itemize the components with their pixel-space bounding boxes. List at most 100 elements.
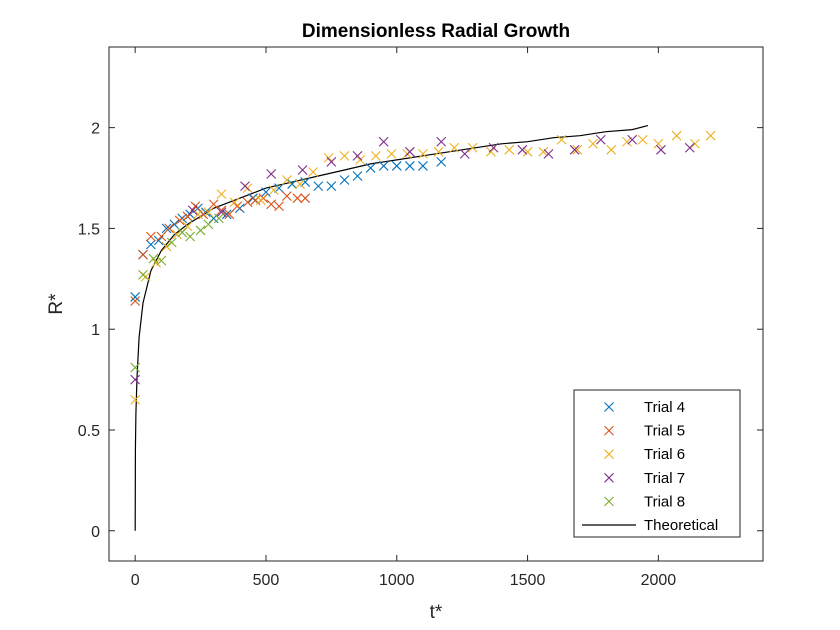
data-point [213, 213, 224, 224]
legend-entry: Trial 6 [604, 446, 685, 463]
y-axis-label: R* [46, 293, 67, 315]
data-point [261, 187, 271, 198]
data-point [538, 146, 549, 157]
legend-label: Trial 8 [644, 493, 685, 510]
x-tick-label: 0 [131, 572, 140, 589]
data-point [386, 148, 397, 159]
legend-entry: Trial 8 [604, 493, 685, 510]
data-point [705, 130, 716, 141]
y-tick-label: 0 [91, 524, 100, 541]
data-point [292, 193, 303, 204]
data-point [182, 211, 193, 222]
data-point [449, 142, 460, 153]
data-point [569, 144, 580, 155]
data-point [370, 150, 381, 161]
legend-entry: Trial 7 [604, 470, 685, 487]
data-point [488, 142, 499, 153]
data-point [242, 197, 253, 208]
data-point [517, 144, 528, 155]
legend-label: Trial 5 [644, 423, 685, 440]
data-point [221, 209, 232, 220]
data-point [156, 231, 167, 242]
data-point [433, 146, 444, 157]
data-point [418, 148, 428, 159]
y-tick-label: 1.5 [78, 221, 100, 238]
data-point [622, 136, 632, 147]
data-point [595, 134, 606, 145]
data-point [187, 205, 198, 216]
chart-title: Dimensionless Radial Growth [302, 21, 570, 42]
data-point [326, 157, 337, 167]
data-point [138, 249, 148, 260]
y-tick-label: 1 [91, 322, 100, 339]
x-tick-label: 2000 [641, 572, 677, 589]
data-point [404, 161, 415, 171]
data-point [690, 138, 700, 149]
legend-marker [604, 496, 614, 507]
data-point [637, 134, 648, 145]
legend-label: Trial 6 [644, 446, 685, 463]
data-point [281, 175, 292, 185]
series-trial-8 [130, 213, 224, 373]
data-point [172, 229, 182, 240]
data-point [522, 146, 533, 157]
data-point [274, 183, 284, 193]
legend-marker [604, 472, 614, 483]
legend-entry: Trial 4 [604, 399, 685, 416]
data-point [148, 253, 159, 264]
series-trial-7 [130, 134, 695, 385]
data-point [266, 199, 277, 210]
data-point [195, 225, 206, 236]
data-point [352, 171, 363, 181]
legend-entry: Theoretical [582, 517, 718, 534]
legend-marker [604, 402, 614, 412]
data-point [653, 138, 664, 149]
data-point [339, 175, 350, 185]
data-point [281, 191, 292, 202]
data-point [161, 223, 172, 234]
data-point [130, 394, 141, 405]
data-point [543, 148, 554, 159]
legend-marker [604, 449, 614, 460]
data-point [161, 241, 172, 252]
data-point [229, 197, 240, 208]
data-point [174, 215, 185, 226]
legend-marker [604, 425, 614, 436]
data-point [588, 138, 598, 149]
data-point [156, 255, 167, 266]
data-point [436, 136, 447, 147]
data-point [203, 207, 214, 218]
data-point [378, 161, 389, 171]
data-point [138, 269, 148, 280]
data-point [556, 134, 567, 145]
data-point [297, 165, 308, 175]
data-point [404, 146, 415, 157]
data-points-layer [130, 130, 716, 405]
data-point [268, 185, 279, 196]
x-tick-label: 1500 [510, 572, 546, 589]
data-point [266, 169, 277, 179]
data-point [671, 130, 682, 141]
data-point [391, 161, 402, 171]
data-point [145, 239, 156, 250]
legend-label: Trial 7 [644, 470, 685, 487]
data-point [240, 181, 250, 191]
data-point [287, 179, 298, 189]
legend-entry: Trial 5 [604, 423, 685, 440]
y-tick-label: 0.5 [78, 423, 100, 440]
data-point [185, 231, 195, 242]
data-point [145, 231, 156, 242]
data-point [308, 167, 318, 177]
x-tick-label: 1000 [379, 572, 415, 589]
data-point [193, 209, 203, 220]
data-point [130, 292, 141, 302]
data-point [627, 134, 638, 145]
x-tick-label: 500 [253, 572, 280, 589]
data-point [300, 177, 311, 187]
data-point [459, 148, 470, 159]
data-point [504, 144, 515, 155]
theoretical-curve [134, 125, 649, 531]
data-point [169, 219, 180, 230]
